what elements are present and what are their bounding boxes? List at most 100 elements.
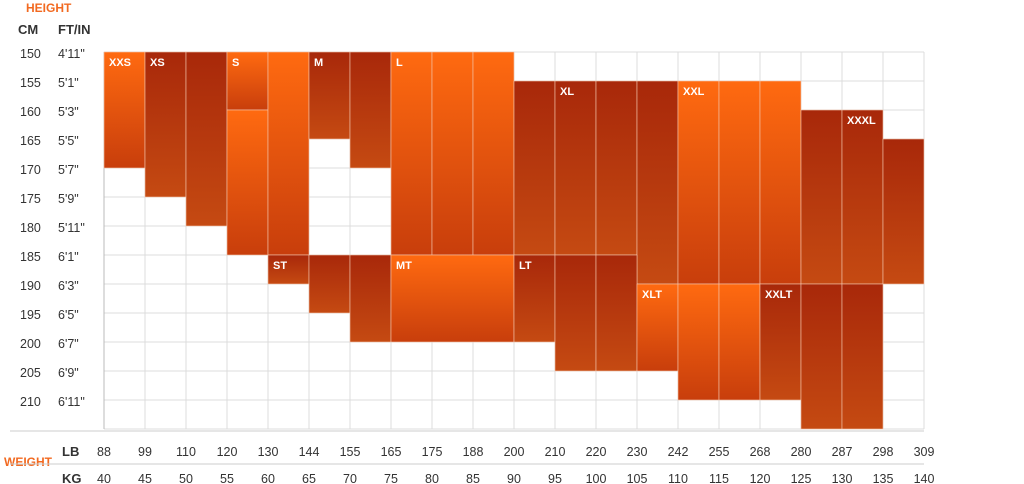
lb-tick: 298: [873, 445, 894, 459]
ftin-tick: 6'11": [58, 395, 85, 409]
kg-tick: 80: [425, 472, 439, 484]
lb-tick: 200: [504, 445, 525, 459]
zone-xxxl: [800, 109, 925, 285]
lb-tick: 220: [586, 445, 607, 459]
lb-tick: 99: [138, 445, 152, 459]
axis-ticks: 150 155 160 165 170 175 180 185 190 195 200 205 210 4…: [20, 47, 934, 484]
cm-tick: 165: [20, 134, 41, 148]
zone-cell: [554, 80, 597, 256]
zone-cell: [800, 283, 843, 430]
lb-tick: 210: [545, 445, 566, 459]
lb-tick: 287: [832, 445, 853, 459]
kg-tick: 120: [750, 472, 771, 484]
lb-tick: 165: [381, 445, 402, 459]
cm-tick: 185: [20, 250, 41, 264]
cm-tick: 205: [20, 366, 41, 380]
zone-cell: [841, 283, 884, 430]
ftin-tick: 6'5": [58, 308, 79, 322]
kg-tick: 40: [97, 472, 111, 484]
zone-cell: [226, 109, 269, 256]
ftin-tick: 5'5": [58, 134, 79, 148]
zone-m: [308, 51, 392, 169]
ftin-header: FT/IN: [58, 22, 91, 37]
kg-tick: 125: [791, 472, 812, 484]
kg-tick: 105: [627, 472, 648, 484]
lb-tick: 155: [340, 445, 361, 459]
cm-tick: 160: [20, 105, 41, 119]
size-zones: [103, 51, 925, 430]
lb-tick: 255: [709, 445, 730, 459]
zone-cell: [841, 109, 884, 285]
cm-tick: 190: [20, 279, 41, 293]
cm-header: CM: [18, 22, 38, 37]
ftin-tick: 6'1": [58, 250, 79, 264]
lb-tick: 144: [299, 445, 320, 459]
zone-l: [390, 51, 515, 256]
kg-tick: 75: [384, 472, 398, 484]
ftin-tick: 5'7": [58, 163, 79, 177]
lb-tick: 120: [217, 445, 238, 459]
zone-cell: [390, 254, 515, 343]
kg-tick: 90: [507, 472, 521, 484]
kg-header: KG: [62, 471, 82, 484]
kg-tick: 115: [709, 472, 729, 484]
size-label-lt: LT: [519, 260, 532, 272]
zone-cell: [636, 80, 679, 285]
zone-cell: [513, 80, 556, 256]
size-label-mt: MT: [396, 260, 412, 272]
zone-cell: [472, 51, 515, 256]
zone-cell: [308, 254, 351, 314]
kg-tick: 130: [832, 472, 853, 484]
zone-cell: [513, 254, 556, 343]
kg-tick: 135: [873, 472, 894, 484]
zone-st: [267, 254, 392, 343]
zone-cell: [636, 283, 679, 372]
size-label-l: L: [396, 57, 403, 69]
lb-tick: 242: [668, 445, 689, 459]
zone-cell: [554, 254, 597, 372]
size-label-xl: XL: [560, 86, 574, 98]
kg-tick: 110: [668, 472, 688, 484]
size-label-m: M: [314, 57, 323, 69]
lb-tick: 280: [791, 445, 812, 459]
ftin-tick: 6'9": [58, 366, 79, 380]
size-label-st: ST: [273, 260, 287, 272]
height-axis-title: HEIGHT: [26, 1, 72, 15]
size-label-xxlt: XXLT: [765, 289, 793, 301]
zone-cell: [595, 80, 638, 256]
kg-tick: 65: [302, 472, 316, 484]
zone-cell: [759, 283, 802, 401]
cm-tick: 150: [20, 47, 41, 61]
kg-tick: 50: [179, 472, 193, 484]
kg-tick: 95: [548, 472, 562, 484]
cm-tick: 210: [20, 395, 41, 409]
size-label-xxl: XXL: [683, 86, 705, 98]
size-label-s: S: [232, 57, 239, 69]
lb-tick: 130: [258, 445, 279, 459]
zone-cell: [349, 51, 392, 169]
ftin-tick: 4'11": [58, 47, 85, 61]
zone-mt: [390, 254, 515, 343]
ftin-tick: 5'11": [58, 221, 85, 235]
zone-cell: [349, 254, 392, 343]
zone-xxs: [103, 51, 146, 169]
ftin-tick: 6'7": [58, 337, 79, 351]
zone-cell: [677, 283, 720, 401]
size-label-xs: XS: [150, 57, 165, 69]
kg-tick: 140: [914, 472, 935, 484]
lb-tick: 309: [914, 445, 935, 459]
kg-tick: 55: [220, 472, 234, 484]
kg-tick: 85: [466, 472, 480, 484]
size-label-xxs: XXS: [109, 57, 131, 69]
zone-cell: [718, 283, 761, 401]
zone-xxlt: [759, 283, 884, 430]
cm-tick: 195: [20, 308, 41, 322]
zone-xl: [513, 80, 679, 285]
lb-tick: 88: [97, 445, 111, 459]
kg-tick: 70: [343, 472, 357, 484]
zone-cell: [677, 80, 720, 285]
zone-cell: [144, 51, 187, 198]
zone-cell: [431, 51, 474, 256]
cm-tick: 200: [20, 337, 41, 351]
